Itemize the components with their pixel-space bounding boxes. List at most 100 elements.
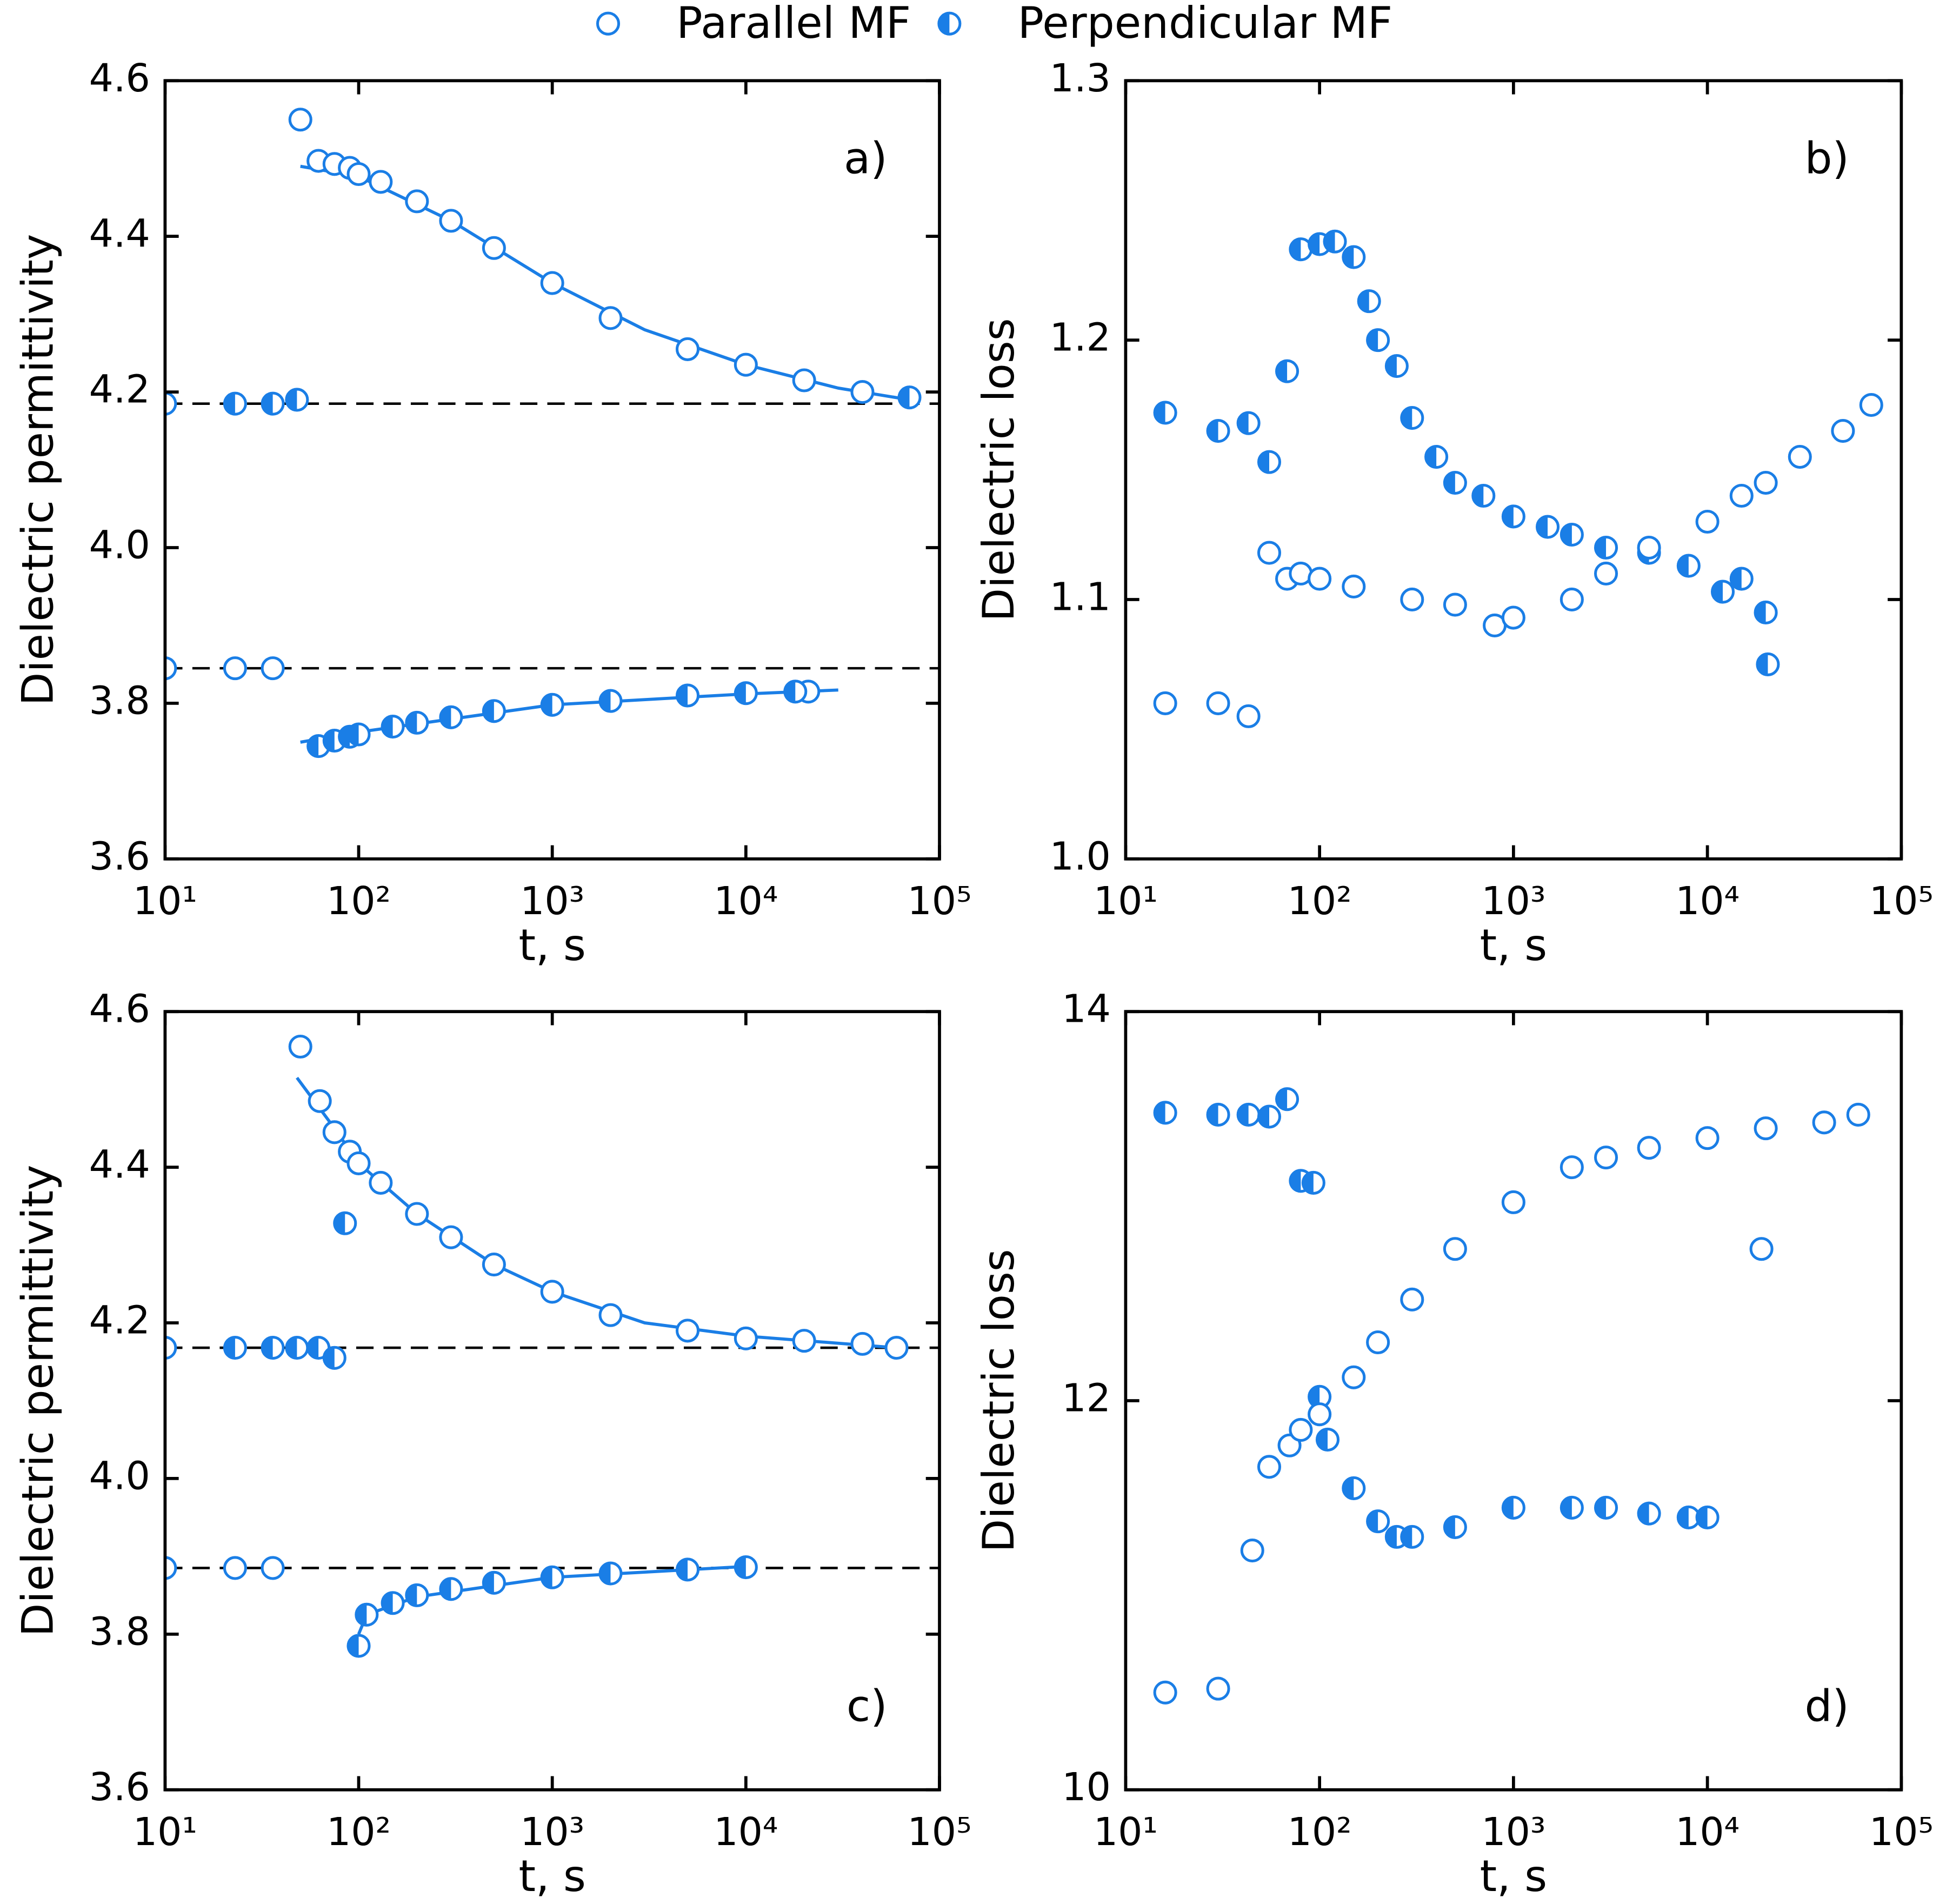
data-point xyxy=(405,189,429,214)
data-point xyxy=(1729,483,1754,508)
data-point xyxy=(322,1346,346,1370)
axes-frame xyxy=(163,1010,941,1792)
axes-frame xyxy=(1124,1010,1903,1792)
data-point xyxy=(850,380,875,404)
data-point xyxy=(165,656,177,681)
data-point xyxy=(675,1319,700,1343)
data-point xyxy=(223,391,247,416)
data-point xyxy=(1153,401,1177,425)
data-point xyxy=(1236,411,1261,435)
data-point xyxy=(346,162,371,187)
x-tick-label: 10⁵ xyxy=(907,1809,971,1854)
y-axis-label: Dielectric permittivity xyxy=(12,1164,63,1636)
y-tick-label: 4.0 xyxy=(89,1453,150,1498)
data-point xyxy=(1695,1505,1720,1529)
x-tick-label: 10² xyxy=(1288,878,1352,923)
data-point xyxy=(540,1565,564,1589)
x-tick-label: 10¹ xyxy=(1094,878,1158,923)
data-point xyxy=(1501,1190,1525,1214)
data-point xyxy=(355,1602,379,1627)
y-axis-label: Dielectric loss xyxy=(973,318,1024,621)
legend-label: Parallel MF xyxy=(676,0,911,48)
fit-line xyxy=(300,688,838,744)
y-tick-label: 3.6 xyxy=(89,834,150,878)
data-point xyxy=(1754,470,1778,495)
data-point xyxy=(1443,1237,1467,1261)
data-point xyxy=(1400,406,1424,430)
data-point xyxy=(1756,652,1780,676)
x-tick-label: 10¹ xyxy=(133,1809,197,1854)
data-point xyxy=(1501,1495,1525,1520)
data-point xyxy=(675,337,700,361)
data-point xyxy=(1257,450,1282,474)
data-point xyxy=(439,1577,463,1601)
data-point xyxy=(1812,1110,1836,1135)
data-point xyxy=(1366,1330,1390,1355)
data-point xyxy=(1560,1495,1584,1520)
data-point xyxy=(675,683,700,708)
y-tick-label: 1.1 xyxy=(1050,574,1111,619)
fit-line xyxy=(296,1076,897,1349)
data-point xyxy=(1342,245,1366,269)
axes-frame xyxy=(163,79,941,861)
panel-label: a) xyxy=(844,132,888,183)
plot-area xyxy=(165,108,940,758)
data-point xyxy=(1695,509,1720,534)
data-point xyxy=(482,1570,506,1595)
data-point xyxy=(1153,1680,1177,1705)
data-point xyxy=(405,710,429,735)
x-tick-label: 10⁴ xyxy=(714,1809,778,1854)
y-tick-label: 4.6 xyxy=(89,56,150,101)
x-tick-label: 10⁴ xyxy=(1675,1809,1740,1854)
data-point xyxy=(1594,561,1618,586)
x-axis-label: t, s xyxy=(1480,920,1547,970)
data-point xyxy=(1695,1126,1720,1150)
data-point xyxy=(369,170,393,194)
legend-marker xyxy=(937,11,962,36)
data-point xyxy=(1206,691,1230,715)
data-point xyxy=(165,1336,177,1360)
panel-label: c) xyxy=(847,1680,888,1731)
data-point xyxy=(783,680,808,704)
data-point xyxy=(223,1556,247,1580)
data-point xyxy=(1594,535,1618,560)
data-point xyxy=(1676,554,1701,578)
y-tick-label: 4.0 xyxy=(89,523,150,568)
data-point xyxy=(1594,1495,1618,1520)
data-point xyxy=(1366,328,1390,352)
data-point xyxy=(1443,470,1467,495)
data-point xyxy=(1275,1087,1299,1111)
data-point xyxy=(1301,1170,1325,1195)
data-point xyxy=(675,1557,700,1582)
data-point xyxy=(1289,1417,1313,1442)
x-tick-label: 10⁴ xyxy=(714,878,778,923)
data-point xyxy=(1206,1676,1230,1701)
data-point xyxy=(439,209,463,233)
data-point xyxy=(285,1336,309,1360)
data-point xyxy=(540,693,564,717)
data-point xyxy=(734,1326,758,1350)
data-point xyxy=(333,1211,357,1235)
legend-marker xyxy=(596,11,621,36)
fit-line xyxy=(300,164,910,402)
data-point xyxy=(261,1556,285,1580)
data-point xyxy=(405,1583,429,1607)
data-point xyxy=(223,1336,247,1360)
plot-area xyxy=(165,1034,940,1658)
x-tick-label: 10¹ xyxy=(133,878,197,923)
x-tick-label: 10¹ xyxy=(1094,1809,1158,1854)
data-point xyxy=(1400,587,1424,611)
data-point xyxy=(792,368,816,392)
data-point xyxy=(598,689,623,713)
x-axis-label: t, s xyxy=(518,1850,585,1901)
data-point xyxy=(734,1555,758,1580)
data-point xyxy=(1501,504,1525,529)
y-tick-label: 1.2 xyxy=(1050,315,1111,360)
plot-area xyxy=(1153,229,1883,728)
y-tick-label: 4.2 xyxy=(89,1298,150,1343)
data-point xyxy=(540,271,564,295)
x-tick-label: 10² xyxy=(1288,1809,1352,1854)
data-point xyxy=(1289,1169,1313,1193)
data-point xyxy=(1424,445,1449,469)
